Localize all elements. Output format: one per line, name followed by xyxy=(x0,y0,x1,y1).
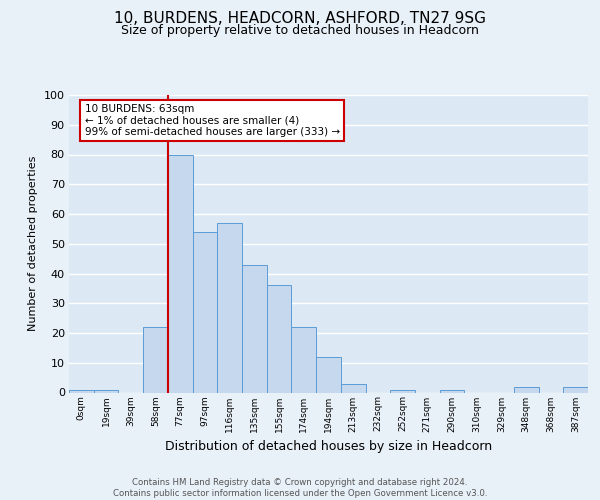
Bar xyxy=(341,384,365,392)
X-axis label: Distribution of detached houses by size in Headcorn: Distribution of detached houses by size … xyxy=(165,440,492,453)
Bar xyxy=(168,154,193,392)
Y-axis label: Number of detached properties: Number of detached properties xyxy=(28,156,38,332)
Text: Size of property relative to detached houses in Headcorn: Size of property relative to detached ho… xyxy=(121,24,479,37)
Bar xyxy=(94,390,118,392)
Bar xyxy=(563,386,588,392)
Bar xyxy=(316,357,341,392)
Bar xyxy=(242,264,267,392)
Text: Contains HM Land Registry data © Crown copyright and database right 2024.
Contai: Contains HM Land Registry data © Crown c… xyxy=(113,478,487,498)
Text: 10, BURDENS, HEADCORN, ASHFORD, TN27 9SG: 10, BURDENS, HEADCORN, ASHFORD, TN27 9SG xyxy=(114,11,486,26)
Bar xyxy=(193,232,217,392)
Text: 10 BURDENS: 63sqm
← 1% of detached houses are smaller (4)
99% of semi-detached h: 10 BURDENS: 63sqm ← 1% of detached house… xyxy=(85,104,340,137)
Bar xyxy=(267,286,292,393)
Bar xyxy=(69,390,94,392)
Bar xyxy=(143,327,168,392)
Bar xyxy=(440,390,464,392)
Bar xyxy=(390,390,415,392)
Bar xyxy=(292,327,316,392)
Bar xyxy=(217,223,242,392)
Bar xyxy=(514,386,539,392)
